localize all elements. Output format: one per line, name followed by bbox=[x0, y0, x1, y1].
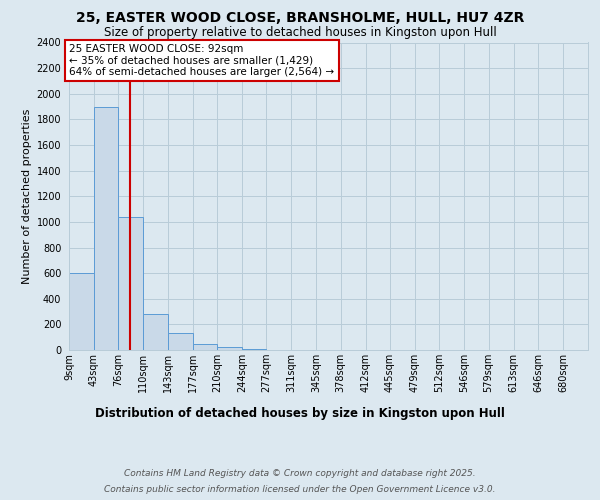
Text: 25 EASTER WOOD CLOSE: 92sqm
← 35% of detached houses are smaller (1,429)
64% of : 25 EASTER WOOD CLOSE: 92sqm ← 35% of det… bbox=[70, 44, 334, 77]
Text: Contains HM Land Registry data © Crown copyright and database right 2025.: Contains HM Land Registry data © Crown c… bbox=[124, 469, 476, 478]
Bar bbox=[94, 106, 118, 350]
Bar bbox=[217, 348, 242, 350]
Y-axis label: Number of detached properties: Number of detached properties bbox=[22, 108, 32, 284]
Text: 25, EASTER WOOD CLOSE, BRANSHOLME, HULL, HU7 4ZR: 25, EASTER WOOD CLOSE, BRANSHOLME, HULL,… bbox=[76, 11, 524, 25]
Bar bbox=[118, 217, 143, 350]
Bar bbox=[69, 273, 94, 350]
Text: Contains public sector information licensed under the Open Government Licence v3: Contains public sector information licen… bbox=[104, 485, 496, 494]
Bar bbox=[143, 314, 167, 350]
Text: Distribution of detached houses by size in Kingston upon Hull: Distribution of detached houses by size … bbox=[95, 408, 505, 420]
Text: Size of property relative to detached houses in Kingston upon Hull: Size of property relative to detached ho… bbox=[104, 26, 496, 39]
Bar bbox=[167, 334, 193, 350]
Bar bbox=[193, 344, 217, 350]
